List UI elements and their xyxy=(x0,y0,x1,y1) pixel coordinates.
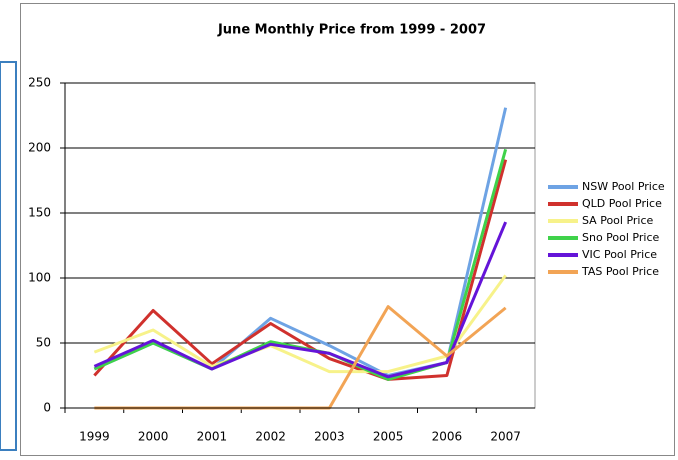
series-line xyxy=(93,221,508,379)
y-tick-label: 250 xyxy=(28,76,51,90)
x-tick-label: 2000 xyxy=(138,430,169,444)
legend-label: NSW Pool Price xyxy=(582,180,665,193)
series-line xyxy=(93,274,507,374)
legend-label: TAS Pool Price xyxy=(581,265,659,278)
x-tick-label: 2003 xyxy=(314,430,345,444)
x-tick-label: 2001 xyxy=(197,430,228,444)
legend-label: Sno Pool Price xyxy=(582,231,660,244)
y-tick-label: 0 xyxy=(43,401,51,415)
x-tick-label: 2007 xyxy=(490,430,521,444)
plot-area xyxy=(64,82,536,409)
x-tick-label: 1999 xyxy=(79,430,110,444)
side-panel xyxy=(0,61,17,451)
series-line xyxy=(93,159,508,381)
legend-label: SA Pool Price xyxy=(582,214,654,227)
x-tick-label: 2002 xyxy=(255,430,286,444)
x-tick-label: 2005 xyxy=(373,430,404,444)
chart-title: June Monthly Price from 1999 - 2007 xyxy=(217,23,486,38)
x-tick-label: 2006 xyxy=(432,430,463,444)
y-tick-label: 50 xyxy=(36,336,51,350)
y-tick-label: 150 xyxy=(28,206,51,220)
y-tick-label: 100 xyxy=(28,271,51,285)
y-tick-label: 200 xyxy=(28,141,51,155)
legend-label: VIC Pool Price xyxy=(582,248,657,261)
legend-label: QLD Pool Price xyxy=(582,197,662,210)
